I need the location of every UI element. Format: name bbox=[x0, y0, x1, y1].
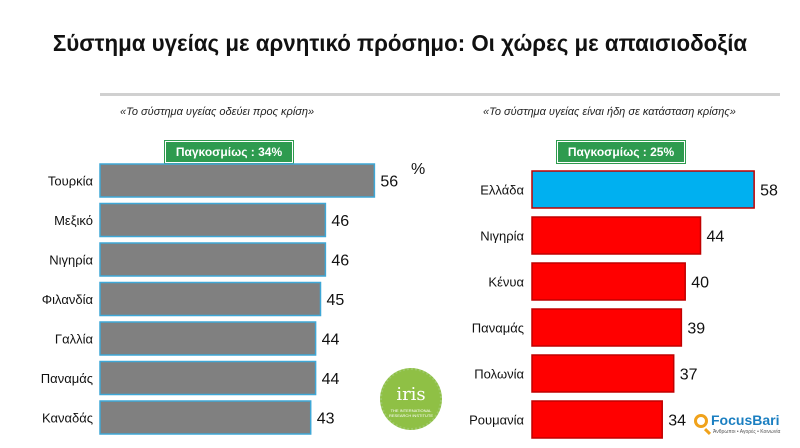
left-chart-subtitle: «Το σύστημα υγείας οδεύει προς κρίση» bbox=[120, 106, 315, 118]
value-label-chart2-6: 34 bbox=[668, 413, 686, 430]
bar-chart2-4 bbox=[531, 308, 683, 347]
focus-bari-name: FocusBari bbox=[711, 412, 780, 428]
page-title: Σύστημα υγείας με αρνητικό πρόσημο: Οι χ… bbox=[52, 30, 748, 56]
bar-chart2-2 bbox=[531, 216, 702, 255]
value-label-chart2-3: 40 bbox=[691, 275, 709, 292]
value-label-chart1-5: 44 bbox=[322, 332, 340, 349]
category-label-chart1-1: Τουρκία bbox=[48, 174, 94, 189]
value-label-chart2-1: 58 bbox=[760, 183, 778, 200]
iris-logo: iris THE INTERNATIONAL RESEARCH INSTITUT… bbox=[380, 368, 442, 430]
category-label-chart1-3: Νιγηρία bbox=[49, 253, 93, 268]
bar-chart1-3 bbox=[99, 242, 327, 277]
value-label-chart1-1: 56 bbox=[380, 174, 398, 191]
category-label-chart1-4: Φιλανδία bbox=[42, 292, 94, 307]
value-label-chart1-3: 46 bbox=[331, 253, 349, 270]
category-label-chart2-2: Νιγηρία bbox=[480, 229, 524, 244]
bar-chart1-5 bbox=[99, 321, 317, 356]
bar-chart1-7 bbox=[99, 400, 312, 435]
value-label-chart2-5: 37 bbox=[680, 367, 698, 384]
category-label-chart2-5: Πολωνία bbox=[474, 367, 524, 382]
iris-logo-subtext: THE INTERNATIONAL RESEARCH INSTITUTE bbox=[388, 408, 433, 418]
bar-chart2-1 bbox=[531, 170, 755, 209]
value-label-chart1-6: 44 bbox=[322, 371, 340, 388]
category-label-chart2-3: Κένυα bbox=[488, 275, 524, 290]
bar-chart1-6 bbox=[99, 360, 317, 396]
iris-logo-word: iris bbox=[396, 384, 426, 405]
bar-chart1-2 bbox=[99, 202, 327, 238]
category-label-chart1-5: Γαλλία bbox=[55, 332, 94, 347]
category-label-chart2-4: Παναμάς bbox=[472, 321, 524, 336]
category-label-chart2-1: Ελλάδα bbox=[480, 183, 524, 198]
magnifier-icon bbox=[694, 414, 708, 428]
value-label-chart1-7: 43 bbox=[317, 411, 335, 428]
right-chart-subtitle: «Το σύστημα υγείας είναι ήδη σε κατάστασ… bbox=[483, 106, 736, 118]
category-label-chart1-2: Μεξικό bbox=[54, 213, 93, 228]
focus-bari-tagline: Άνθρωποι • Αγορές • Κοινωνία bbox=[713, 429, 781, 435]
value-label-chart2-2: 44 bbox=[707, 229, 725, 246]
right-global-badge: Παγκοσμίως : 25% bbox=[556, 140, 686, 164]
percent-unit-label: % bbox=[411, 161, 426, 178]
value-label-chart1-2: 46 bbox=[331, 213, 349, 230]
value-label-chart2-4: 39 bbox=[687, 321, 705, 338]
title-divider bbox=[100, 93, 780, 96]
category-label-chart1-7: Καναδάς bbox=[42, 411, 93, 426]
bar-chart2-6 bbox=[531, 400, 663, 439]
value-label-chart1-4: 45 bbox=[327, 292, 345, 309]
bar-chart1-1 bbox=[99, 163, 376, 198]
bar-chart2-3 bbox=[531, 262, 686, 301]
bar-chart1-4 bbox=[99, 281, 322, 317]
category-label-chart2-6: Ρουμανία bbox=[469, 413, 524, 428]
category-label-chart1-6: Παναμάς bbox=[41, 371, 93, 386]
bar-chart2-5 bbox=[531, 354, 675, 393]
left-global-badge: Παγκοσμίως : 34% bbox=[164, 140, 294, 164]
focus-bari-logo: FocusBari Άνθρωποι • Αγορές • Κοινωνία bbox=[694, 412, 794, 442]
